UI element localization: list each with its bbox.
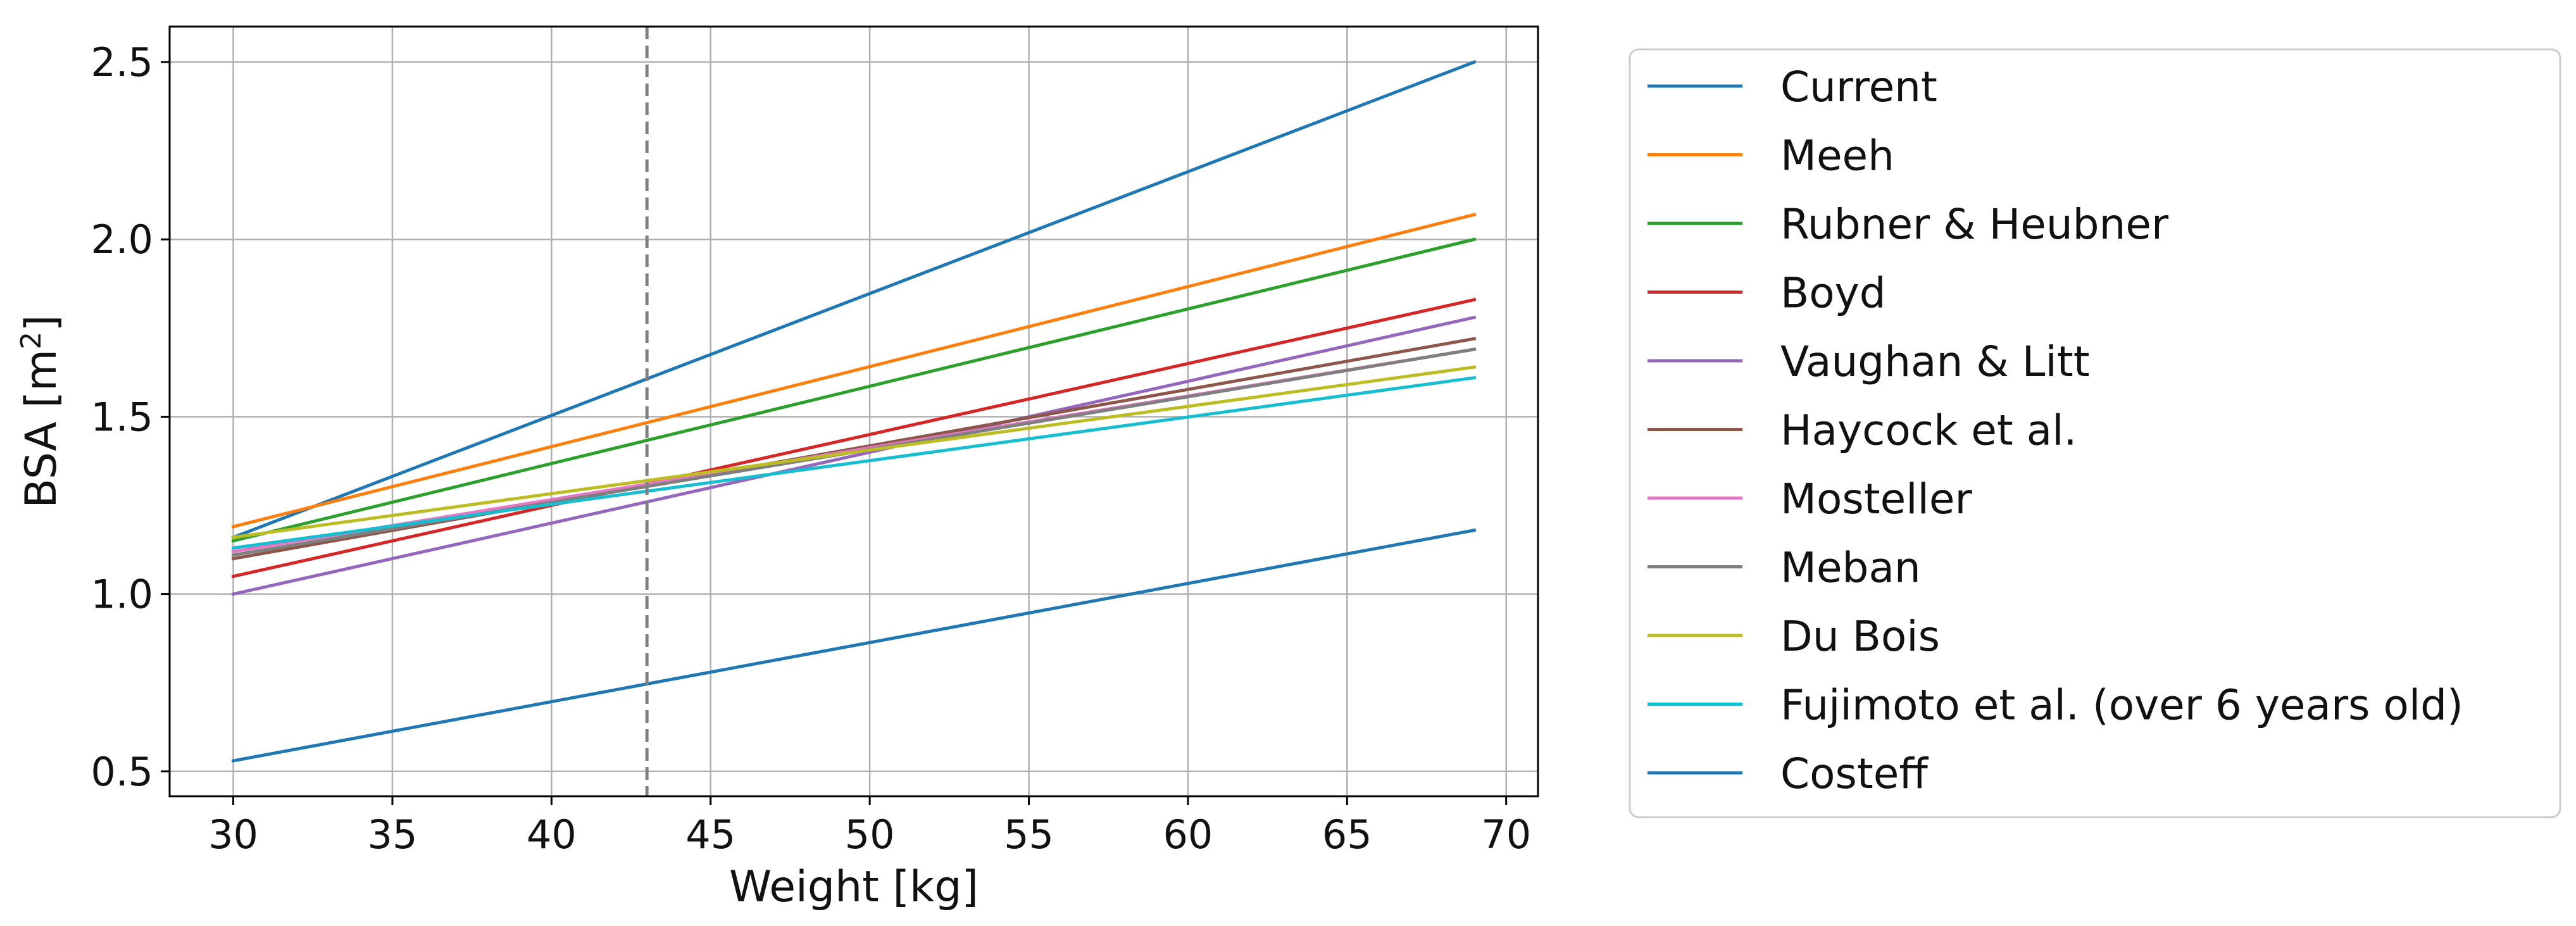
y-axis-label: BSA [m2]: [15, 315, 66, 508]
x-tick-label: 35: [368, 811, 418, 858]
x-tick-label: 70: [1481, 811, 1531, 858]
series-line-10: [231, 528, 1477, 763]
legend-items: Current Meeh Rubner & Heubner Boyd Vaughan &…: [1648, 63, 2463, 798]
legend-label: Current: [1780, 63, 1937, 111]
x-tick-label: 60: [1163, 811, 1213, 858]
legend-label: Du Bois: [1780, 612, 1940, 661]
legend-item: Meban: [1648, 544, 1921, 592]
legend-label: Mosteller: [1780, 475, 1972, 523]
axis-ticks: 30 35 40 45 50 55 60 65 70 0.5 1.0 1.5 2.0 2.5: [91, 39, 1531, 858]
y-axis-label-close: ]: [16, 315, 66, 332]
series-line-4: [231, 315, 1477, 596]
y-axis-label-main: BSA [m: [16, 349, 66, 508]
legend-item: Haycock et al.: [1648, 406, 2077, 455]
legend-label: Boyd: [1780, 269, 1886, 318]
legend-item: Current: [1648, 63, 1937, 111]
legend-label: Haycock et al.: [1780, 406, 2077, 455]
x-axis-label: Weight [kg]: [729, 862, 979, 912]
y-tick-label: 2.0: [91, 216, 153, 263]
legend-box: [1629, 48, 2561, 818]
legend: Current Meeh Rubner & Heubner Boyd Vaughan &…: [1629, 48, 2561, 818]
legend-label: Fujimoto et al. (over 6 years old): [1780, 681, 2463, 730]
grid-layer: [170, 27, 1538, 796]
legend-label: Vaughan & Litt: [1780, 337, 2090, 386]
legend-item: Vaughan & Litt: [1648, 337, 2090, 386]
x-tick-label: 30: [208, 811, 258, 858]
legend-label: Costeff: [1780, 749, 1929, 798]
legend-label: Rubner & Heubner: [1780, 200, 2169, 249]
series-line-8: [231, 365, 1477, 539]
series-line-2: [231, 237, 1477, 543]
legend-item: Meeh: [1648, 132, 1894, 180]
x-tick-label: 65: [1322, 811, 1372, 858]
legend-item: Du Bois: [1648, 612, 1940, 661]
x-tick-label: 40: [527, 811, 577, 858]
legend-item: Boyd: [1648, 269, 1886, 318]
x-tick-label: 50: [845, 811, 895, 858]
series-line-3: [231, 297, 1477, 579]
x-tick-label: 55: [1004, 811, 1054, 858]
series-line-1: [231, 212, 1477, 529]
y-tick-label: 0.5: [91, 749, 153, 795]
plot-frame: [168, 25, 1539, 798]
legend-item: Costeff: [1648, 749, 1929, 798]
series-lines: [231, 27, 1477, 796]
y-tick-label: 1.5: [91, 394, 153, 440]
series-line-9: [231, 375, 1477, 550]
series-line-0: [231, 59, 1477, 540]
y-tick-label: 1.0: [91, 572, 153, 618]
legend-item: Mosteller: [1648, 475, 1972, 523]
legend-item: Rubner & Heubner: [1648, 200, 2169, 249]
legend-item: Fujimoto et al. (over 6 years old): [1648, 681, 2463, 730]
y-axis-label-superscript: 2: [15, 332, 47, 349]
legend-label: Meban: [1780, 544, 1921, 592]
y-tick-label: 2.5: [91, 39, 153, 85]
x-tick-label: 45: [685, 811, 735, 858]
legend-label: Meeh: [1780, 132, 1894, 180]
